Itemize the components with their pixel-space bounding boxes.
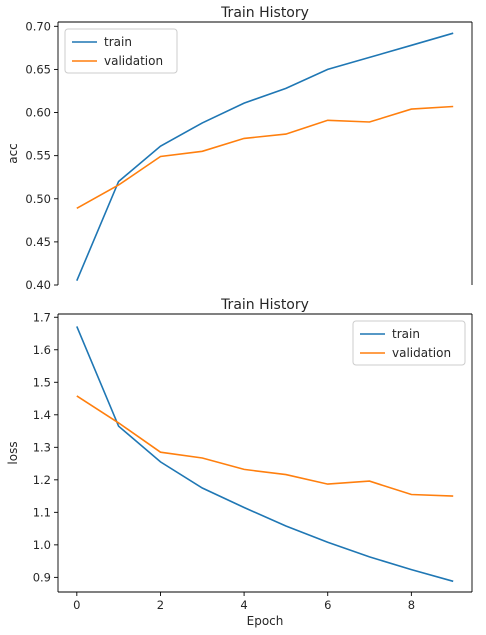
y-tick-label: 0.55: [25, 149, 51, 163]
y-tick-label: 1.2: [33, 473, 51, 487]
y-axis-label: loss: [6, 441, 20, 464]
y-tick-label: 0.50: [25, 192, 51, 206]
y-tick-label: 1.4: [33, 408, 51, 422]
y-axis-label: acc: [6, 143, 20, 164]
legend-label-train: train: [104, 35, 132, 49]
y-tick-label: 0.70: [25, 19, 51, 33]
y-tick-label: 0.9: [33, 570, 51, 584]
x-tick-label: 0: [73, 598, 80, 612]
chart-title: Train History: [220, 297, 309, 313]
series-line-validation: [77, 396, 453, 496]
x-axis-label: Epoch: [247, 614, 284, 628]
legend: train validation: [65, 29, 177, 73]
legend-label-train: train: [392, 327, 420, 341]
accuracy-chart: Train History 0.40 0.45 0.50 0.55 0.60 0.65 0.7…: [6, 5, 472, 292]
x-tick-label: 8: [408, 598, 415, 612]
y-tick-label: 0.60: [25, 106, 51, 120]
series-line-validation: [77, 107, 453, 209]
x-tick-label: 4: [240, 598, 247, 612]
y-tick-label: 0.45: [25, 235, 51, 249]
legend-label-validation: validation: [392, 346, 451, 360]
y-tick-label: 1.6: [33, 343, 51, 357]
x-tick-label: 6: [324, 598, 331, 612]
y-tick-label: 1.7: [33, 310, 51, 324]
x-tick-label: 2: [157, 598, 164, 612]
chart-title: Train History: [220, 5, 309, 21]
y-tick-label: 1.3: [33, 440, 51, 454]
loss-chart: Train History 0.9 1.0 1.1 1.2 1.3 1.4 1.5 1.6 1.7…: [6, 297, 472, 628]
y-tick-label: 0.40: [25, 278, 51, 292]
y-tick-label: 0.65: [25, 62, 51, 76]
y-tick-label: 1.0: [33, 538, 51, 552]
y-tick-label: 1.5: [33, 375, 51, 389]
legend-label-validation: validation: [104, 54, 163, 68]
legend: train validation: [353, 321, 465, 365]
y-tick-label: 1.1: [33, 505, 51, 519]
